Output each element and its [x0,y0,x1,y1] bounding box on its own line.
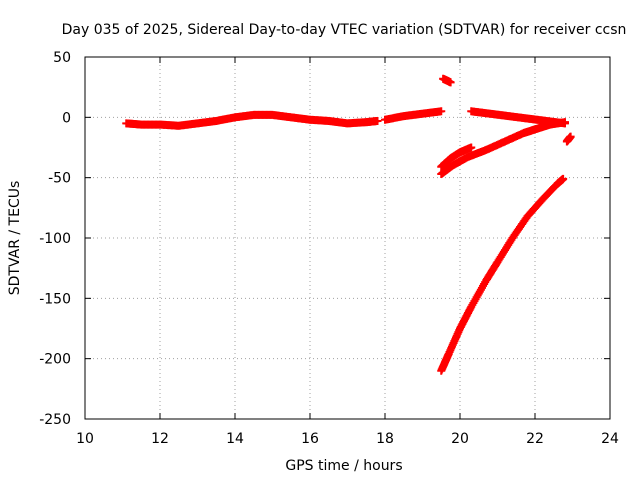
data-point [566,132,575,141]
chart-title: Day 035 of 2025, Sidereal Day-to-day VTE… [62,22,627,38]
x-tick-label: 24 [601,431,619,447]
y-tick-label: 50 [53,50,71,66]
data-point [373,116,382,125]
y-tick-label: -250 [39,412,71,428]
x-tick-label: 20 [451,431,469,447]
data-point [437,107,446,116]
x-axis-label: GPS time / hours [285,458,402,474]
y-tick-label: -200 [39,352,71,368]
data-points [122,74,575,375]
y-tick-label: -50 [48,171,71,187]
grid-lines [85,57,610,419]
y-tick-label: 0 [62,110,71,126]
data-point [559,174,568,183]
axis-ticks: 10 12 14 16 18 20 22 24 -250 -200 -150 -100 -50 0 50 [39,50,619,447]
plot-frame [84,56,611,420]
y-tick-label: -150 [39,291,71,307]
y-tick-label: -100 [39,231,71,247]
x-tick-label: 14 [226,431,244,447]
data-point [467,143,476,152]
x-tick-label: 18 [376,431,394,447]
x-tick-label: 16 [301,431,319,447]
y-axis-label: SDTVAR / TECUs [7,181,23,296]
x-tick-label: 12 [151,431,169,447]
data-point [446,78,455,87]
x-tick-label: 22 [526,431,544,447]
x-tick-label: 10 [76,431,94,447]
data-point [561,118,569,127]
